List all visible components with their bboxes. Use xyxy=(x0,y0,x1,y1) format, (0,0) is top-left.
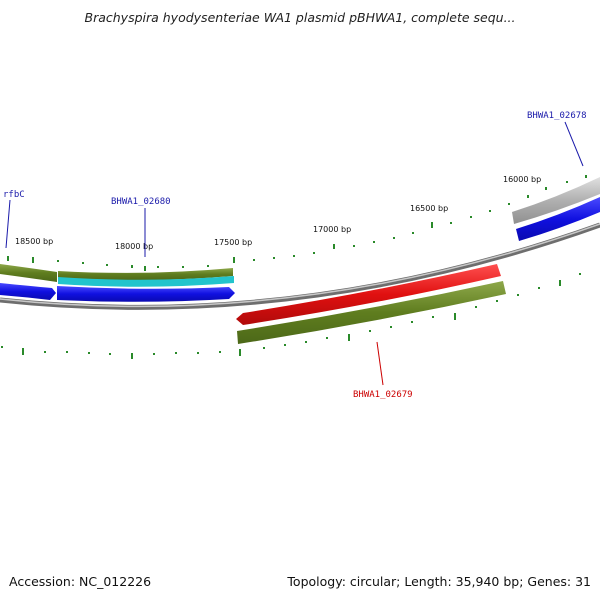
map-title: Brachyspira hyodysenteriae WA1 plasmid p… xyxy=(84,10,516,25)
topology-summary-text: Topology: circular; Length: 35,940 bp; G… xyxy=(287,574,591,589)
tick-label-16000: 16000 bp xyxy=(503,175,541,184)
gene-02679-red[interactable] xyxy=(236,264,501,325)
gene-02678-grey[interactable] xyxy=(512,177,600,224)
tick-labels: 18500 bp 18000 bp 17500 bp 17000 bp 1650… xyxy=(15,175,541,251)
inner-tick-row xyxy=(1,273,581,359)
leader-rfbC xyxy=(5,199,11,249)
tick-label-17000: 17000 bp xyxy=(313,225,351,234)
gene-02678-blue[interactable] xyxy=(516,197,600,241)
tick-label-18500: 18500 bp xyxy=(15,237,53,246)
tick-label-17500: 17500 bp xyxy=(214,238,252,247)
backbone-outer xyxy=(0,222,600,310)
gene-rfbC-blue[interactable] xyxy=(0,283,56,300)
leader-02678 xyxy=(564,121,584,167)
gene-02680-cyan[interactable] xyxy=(58,276,234,287)
gene-label-rfbC[interactable]: rfbC xyxy=(3,190,25,200)
gene-label-02679[interactable]: BHWA1_02679 xyxy=(353,390,413,400)
tick-label-18000: 18000 bp xyxy=(115,242,153,251)
leader-02679 xyxy=(376,341,384,386)
gene-02679-olive[interactable] xyxy=(237,281,506,344)
gene-02680-blue[interactable] xyxy=(57,286,235,302)
gene-rfbC-olive[interactable] xyxy=(0,264,57,282)
gene-label-02678[interactable]: BHWA1_02678 xyxy=(527,111,587,121)
gene-label-02680[interactable]: BHWA1_02680 xyxy=(111,197,171,207)
tick-label-16500: 16500 bp xyxy=(410,204,448,213)
outer-tick-row xyxy=(7,175,587,271)
backbone-highlight xyxy=(0,223,600,308)
accession-text: Accession: NC_012226 xyxy=(9,574,152,589)
gene-02680-olive[interactable] xyxy=(58,268,233,281)
